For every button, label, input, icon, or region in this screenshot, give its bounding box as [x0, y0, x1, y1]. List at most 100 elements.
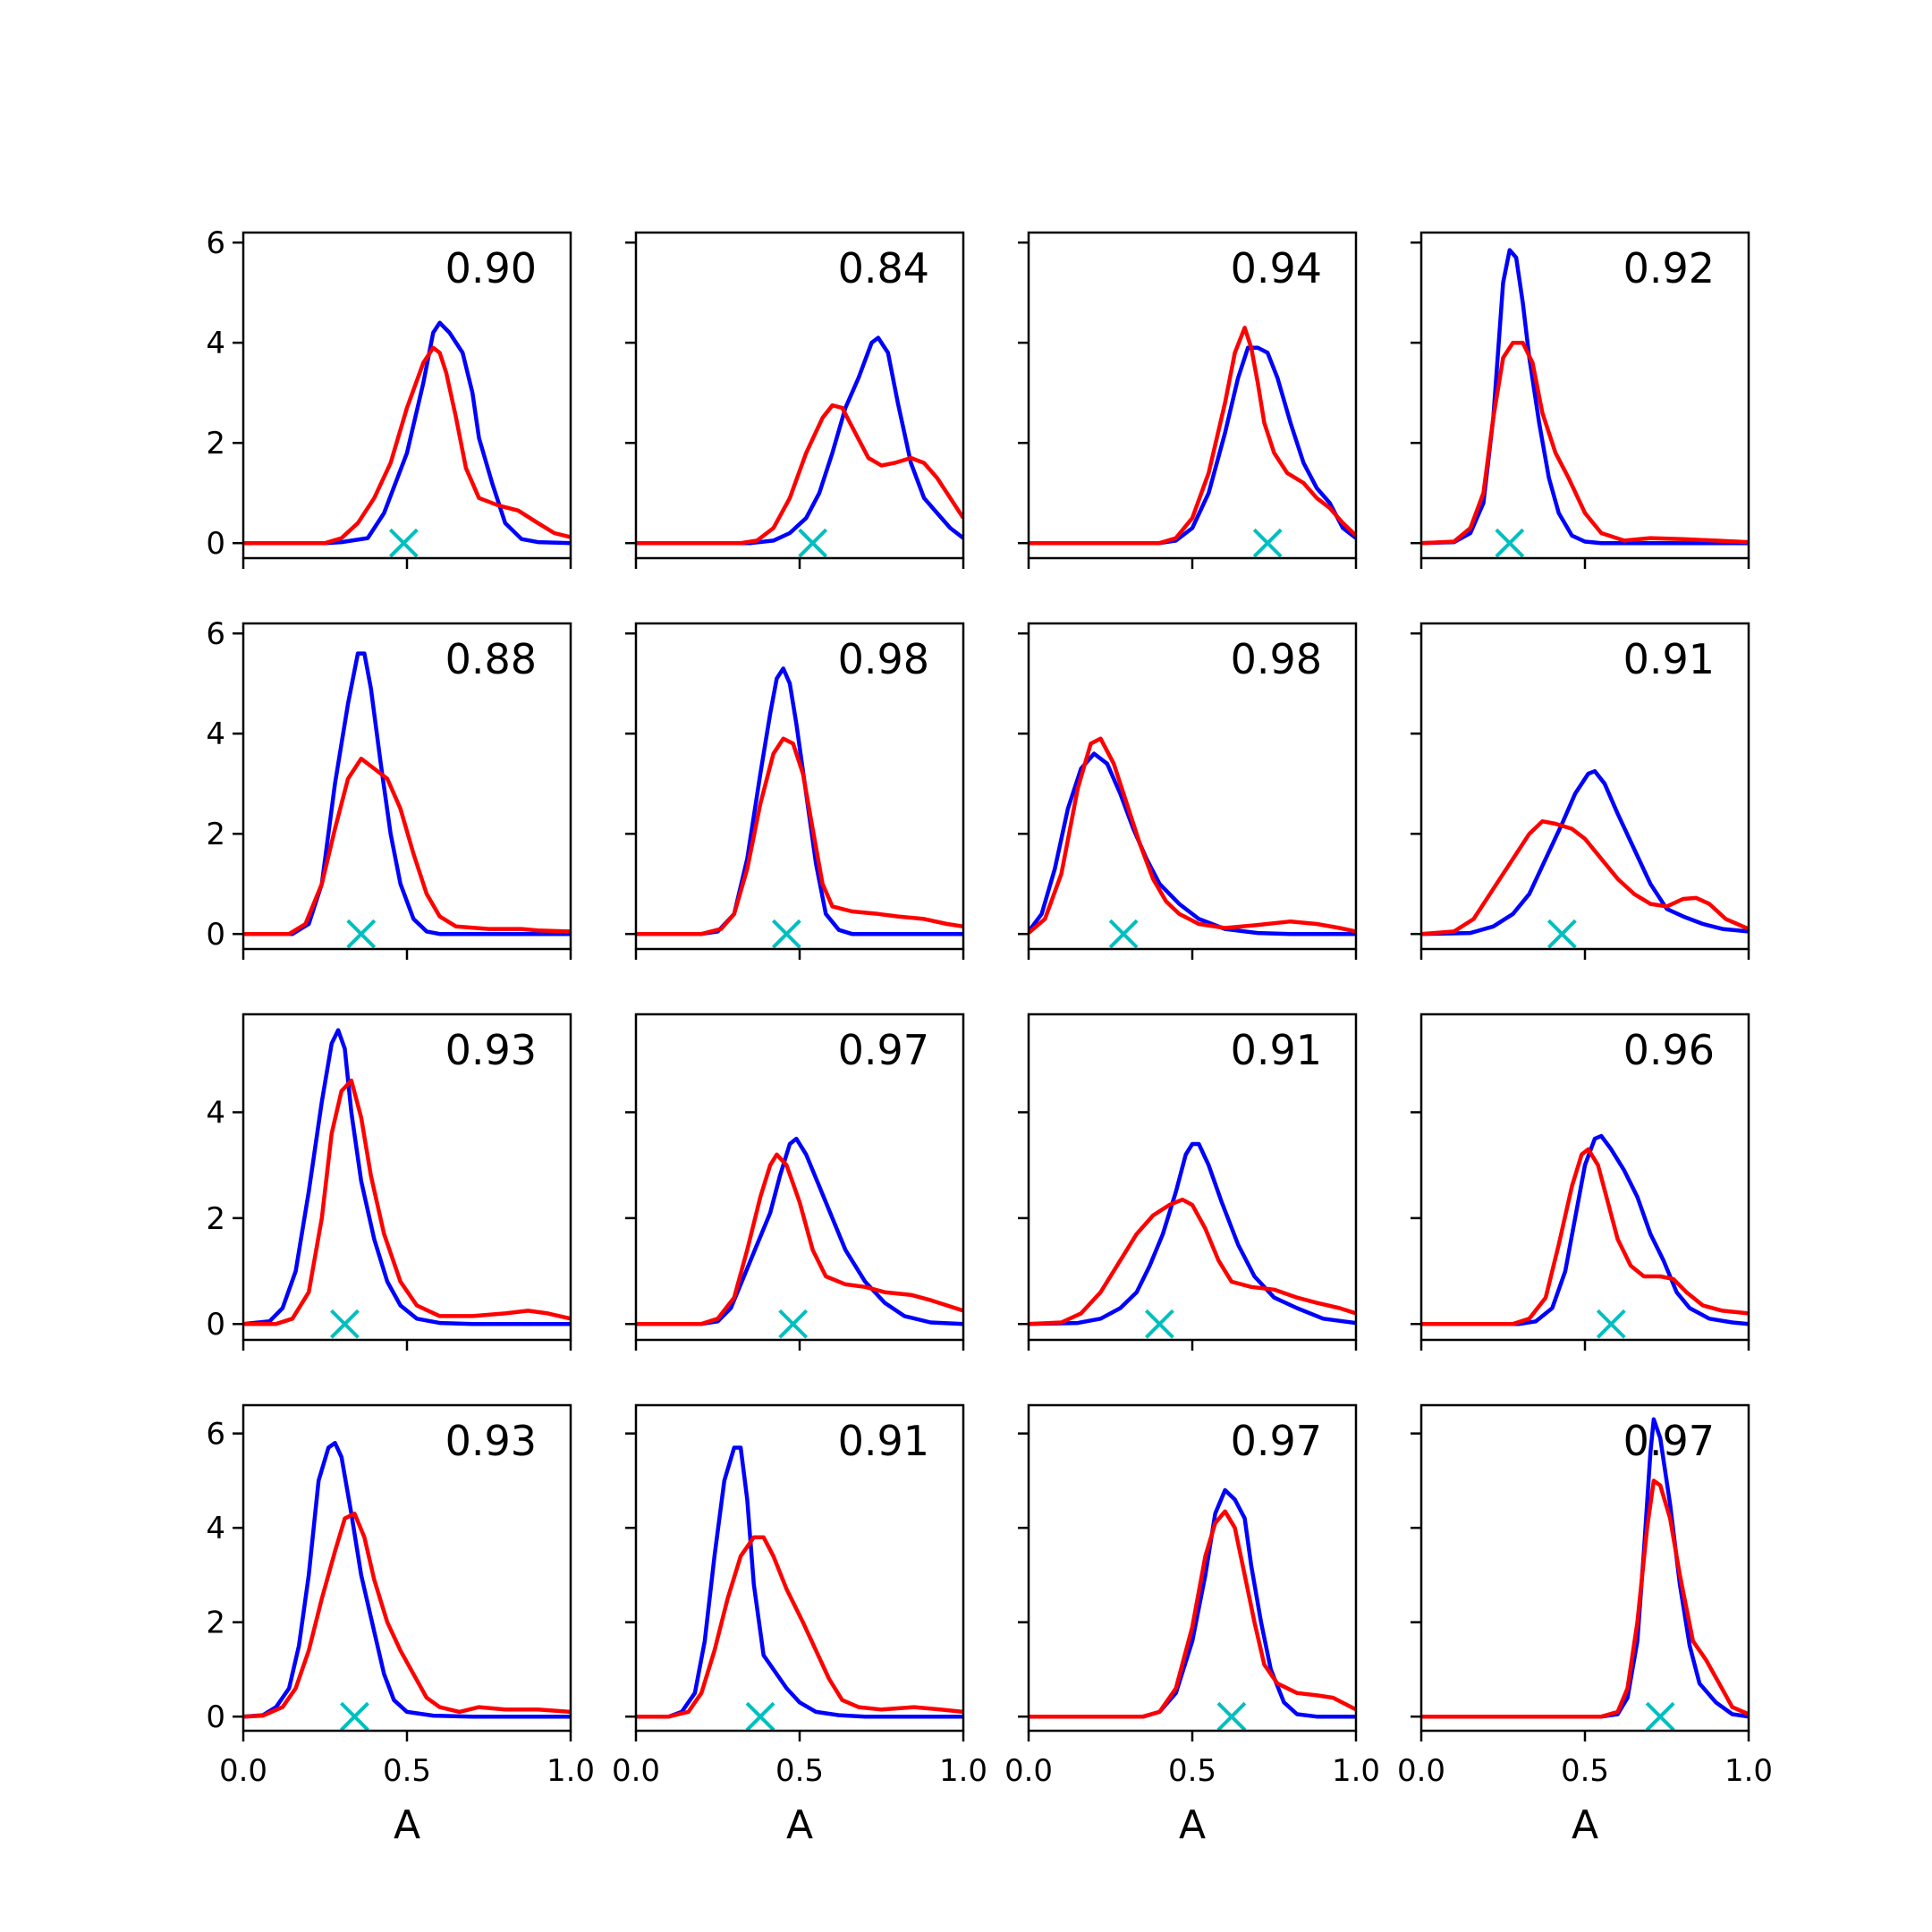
y-tick-label: 0: [206, 1699, 225, 1735]
red-density-curve: [636, 402, 963, 546]
panel-value-label: 0.90: [445, 244, 537, 292]
blue-density-curve: [636, 1136, 963, 1326]
x-tick-label: 1.0: [1724, 1753, 1773, 1789]
x-tick-label: 0.5: [1561, 1753, 1609, 1789]
red-density-curve: [243, 756, 571, 936]
x-axis-label: A: [1179, 1802, 1206, 1848]
red-density-curve: [1029, 1197, 1356, 1326]
panel-1: 0 2 4 6 0.90: [206, 225, 572, 569]
red-density-curve: [636, 1152, 963, 1326]
blue-density-curve: [243, 1028, 571, 1326]
blue-density-curve: [1029, 345, 1356, 546]
x-axis-label: A: [786, 1802, 813, 1848]
panel-4: 0.92: [1411, 231, 1750, 569]
panel-12: 0.96: [1411, 1013, 1750, 1351]
panel-value-label: 0.97: [1623, 1417, 1715, 1465]
y-tick-label: 2: [206, 817, 225, 852]
cyan-x-marker: [340, 1701, 369, 1732]
cyan-x-marker: [1108, 919, 1139, 949]
blue-density-curve: [636, 335, 963, 546]
x-tick-label: 0.5: [383, 1753, 431, 1789]
panel-3: 0.94: [1018, 231, 1358, 569]
red-density-curve: [243, 1512, 571, 1719]
cyan-x-marker: [771, 919, 801, 949]
blue-density-curve: [1029, 1141, 1356, 1326]
y-tick-label: 2: [206, 426, 225, 462]
panel-16: 0.0 0.5 1.0 A 0.97: [1397, 1403, 1773, 1848]
panel-value-label: 0.84: [838, 244, 929, 292]
panels-grid: 0 2 4 6 0.90 0.84 0.94 0.92 0 2 4 6 0.88 0.98 0.98 0.91…: [206, 225, 1773, 1848]
red-density-curve: [1421, 1479, 1749, 1719]
red-density-curve: [636, 736, 963, 936]
cyan-x-marker: [330, 1309, 360, 1339]
y-tick-label: 2: [206, 1606, 225, 1641]
panel-10: 0.97: [625, 1013, 965, 1351]
red-density-curve: [243, 1078, 571, 1326]
blue-density-curve: [243, 651, 571, 936]
panel-8: 0.91: [1411, 622, 1750, 960]
blue-density-curve: [1421, 1133, 1749, 1326]
y-tick-label: 4: [206, 716, 225, 752]
blue-density-curve: [1421, 768, 1749, 936]
red-density-curve: [636, 1535, 963, 1719]
cyan-x-marker: [1144, 1309, 1174, 1339]
cyan-x-marker: [1495, 528, 1525, 558]
y-tick-label: 4: [206, 326, 225, 361]
cyan-x-marker: [1252, 528, 1283, 558]
panel-2: 0.84: [625, 231, 965, 569]
red-density-curve: [1421, 340, 1749, 546]
cyan-x-marker: [1546, 919, 1577, 949]
y-tick-label: 0: [206, 526, 225, 562]
y-tick-label: 6: [206, 616, 225, 652]
panel-value-label: 0.92: [1623, 244, 1715, 292]
panel-7: 0.98: [1018, 622, 1358, 960]
blue-density-curve: [243, 320, 571, 546]
cyan-x-marker: [1596, 1309, 1626, 1339]
panel-value-label: 0.96: [1623, 1026, 1715, 1074]
cyan-x-marker: [388, 528, 419, 558]
x-axis-label: A: [1572, 1802, 1598, 1848]
panel-11: 0.91: [1018, 1013, 1358, 1351]
x-tick-label: 1.0: [939, 1753, 987, 1789]
panel-value-label: 0.98: [838, 635, 929, 683]
panel-15: 0.0 0.5 1.0 A 0.97: [1004, 1403, 1380, 1848]
x-tick-label: 0.0: [612, 1753, 660, 1789]
y-tick-label: 0: [206, 1307, 225, 1343]
y-tick-label: 0: [206, 917, 225, 953]
blue-density-curve: [1421, 248, 1749, 546]
red-density-curve: [1029, 326, 1356, 546]
cyan-x-marker: [778, 1309, 809, 1339]
x-tick-label: 0.5: [1168, 1753, 1216, 1789]
panel-value-label: 0.88: [445, 635, 537, 683]
blue-density-curve: [636, 1445, 963, 1719]
cyan-x-marker: [346, 919, 377, 949]
x-tick-label: 0.0: [1004, 1753, 1053, 1789]
panel-value-label: 0.97: [1231, 1417, 1322, 1465]
blue-density-curve: [1421, 1417, 1749, 1719]
panel-value-label: 0.93: [445, 1417, 537, 1465]
panel-5: 0 2 4 6 0.88: [206, 616, 572, 960]
x-axis-label: A: [394, 1802, 420, 1848]
blue-density-curve: [1029, 751, 1356, 936]
panel-value-label: 0.91: [1623, 635, 1715, 683]
panel-14: 0.0 0.5 1.0 A 0.91: [612, 1403, 987, 1848]
panel-value-label: 0.98: [1231, 635, 1322, 683]
panel-13: 0 2 4 6 0.0 0.5 1.0 A 0.93: [206, 1403, 595, 1848]
blue-density-curve: [243, 1440, 571, 1719]
panel-value-label: 0.94: [1231, 244, 1322, 292]
cyan-x-marker: [1645, 1701, 1675, 1732]
panel-value-label: 0.97: [838, 1026, 929, 1074]
red-density-curve: [1029, 1509, 1356, 1719]
red-density-curve: [1421, 1147, 1749, 1326]
panel-value-label: 0.91: [838, 1417, 929, 1465]
red-density-curve: [1421, 818, 1749, 936]
cyan-x-marker: [798, 528, 828, 558]
y-tick-label: 2: [206, 1201, 225, 1237]
cyan-x-marker: [1216, 1701, 1247, 1732]
blue-density-curve: [636, 666, 963, 936]
panel-value-label: 0.93: [445, 1026, 537, 1074]
panel-value-label: 0.91: [1231, 1026, 1322, 1074]
x-tick-label: 1.0: [1332, 1753, 1380, 1789]
x-tick-label: 1.0: [547, 1753, 595, 1789]
